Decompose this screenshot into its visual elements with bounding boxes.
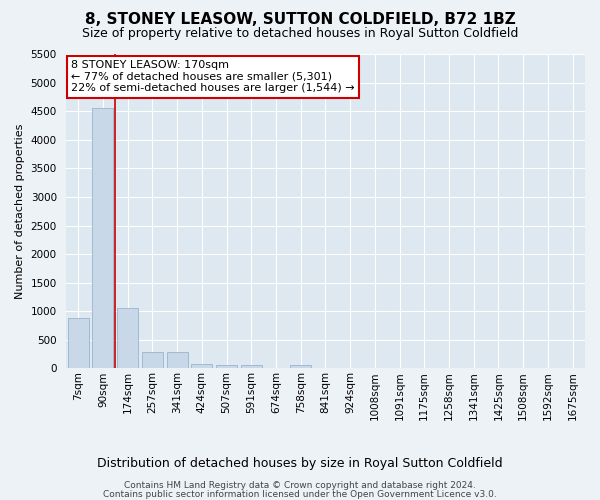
Text: Contains public sector information licensed under the Open Government Licence v3: Contains public sector information licen… xyxy=(103,490,497,499)
Text: Contains HM Land Registry data © Crown copyright and database right 2024.: Contains HM Land Registry data © Crown c… xyxy=(124,481,476,490)
Bar xyxy=(92,108,113,368)
Bar xyxy=(191,364,212,368)
Y-axis label: Number of detached properties: Number of detached properties xyxy=(15,124,25,299)
Bar xyxy=(117,308,138,368)
Text: 8 STONEY LEASOW: 170sqm
← 77% of detached houses are smaller (5,301)
22% of semi: 8 STONEY LEASOW: 170sqm ← 77% of detache… xyxy=(71,60,355,94)
Bar xyxy=(142,352,163,368)
Text: Size of property relative to detached houses in Royal Sutton Coldfield: Size of property relative to detached ho… xyxy=(82,28,518,40)
Bar xyxy=(216,365,237,368)
Bar xyxy=(167,352,188,368)
Bar xyxy=(290,365,311,368)
Text: Distribution of detached houses by size in Royal Sutton Coldfield: Distribution of detached houses by size … xyxy=(97,458,503,470)
Bar xyxy=(68,318,89,368)
Bar xyxy=(241,366,262,368)
Text: 8, STONEY LEASOW, SUTTON COLDFIELD, B72 1BZ: 8, STONEY LEASOW, SUTTON COLDFIELD, B72 … xyxy=(85,12,515,28)
